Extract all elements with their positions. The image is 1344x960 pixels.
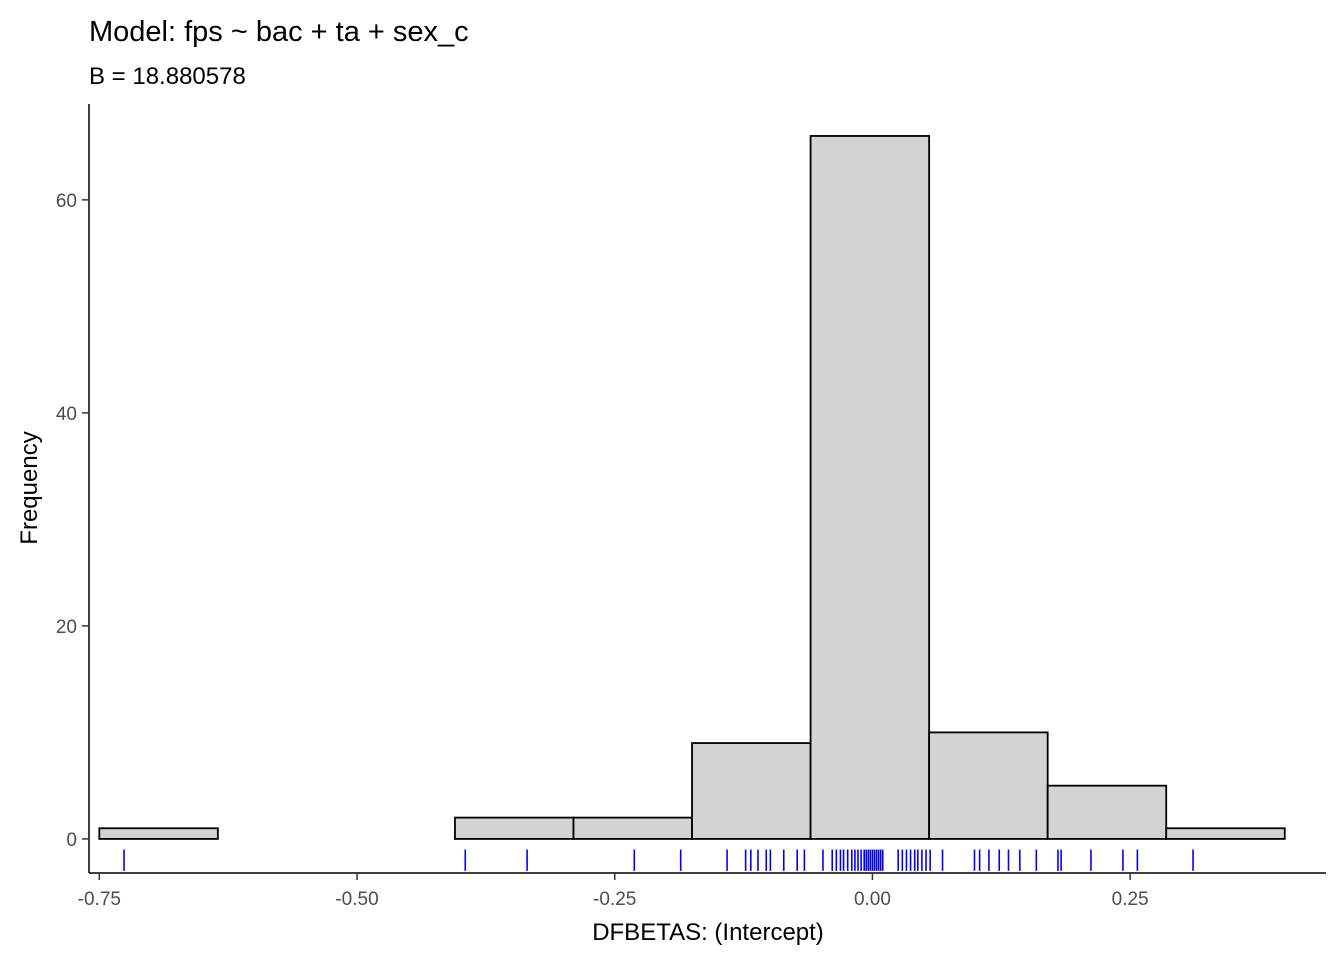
y-tick-label-0: 0 bbox=[66, 830, 77, 851]
y-axis-title: Frequency bbox=[16, 431, 43, 544]
chart-title: Model: fps ~ bac + ta + sex_c bbox=[89, 16, 469, 48]
histogram-bar-8 bbox=[1046, 784, 1168, 840]
histogram-bar-7 bbox=[928, 731, 1049, 840]
chart-subtitle: B = 18.880578 bbox=[89, 63, 246, 90]
y-tick-label-1: 20 bbox=[56, 617, 77, 638]
y-tick-label-3: 60 bbox=[56, 191, 77, 212]
y-ticks: 0 20 40 60 bbox=[56, 191, 89, 851]
histogram-bar-5 bbox=[691, 742, 812, 840]
histogram-bar-3 bbox=[454, 816, 575, 840]
histogram-bar-9 bbox=[1165, 827, 1286, 840]
x-axis-title: DFBETAS: (Intercept) bbox=[592, 919, 824, 946]
histogram-bar-4 bbox=[572, 816, 693, 840]
bars-layer bbox=[98, 135, 1286, 840]
x-ticks: -0.75 -0.50 -0.25 0.00 0.25 bbox=[78, 873, 1149, 910]
histogram-bar-0 bbox=[98, 827, 219, 840]
x-tick-label-0: -0.75 bbox=[78, 889, 121, 910]
x-tick-label-2: -0.25 bbox=[593, 889, 636, 910]
axes-layer bbox=[88, 104, 1326, 874]
x-tick-label-4: 0.25 bbox=[1112, 889, 1149, 910]
rug-layer bbox=[123, 849, 1194, 871]
y-tick-label-2: 40 bbox=[56, 404, 77, 425]
x-tick-label-3: 0.00 bbox=[854, 889, 891, 910]
x-tick-label-1: -0.50 bbox=[335, 889, 378, 910]
histogram-bar-6 bbox=[809, 135, 931, 840]
